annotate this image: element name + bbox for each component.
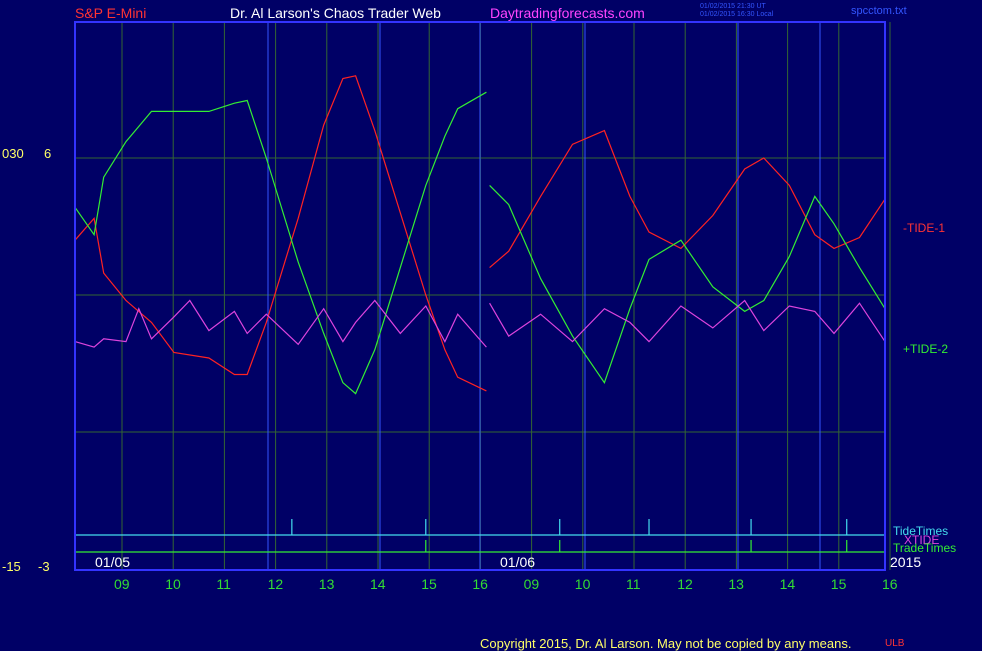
timestamp-local: 01/02/2015 16:30 Local	[700, 11, 774, 18]
x-tick-label: 15	[830, 576, 847, 592]
data-file-name: spcctom.txt	[851, 5, 907, 17]
series-line-tide1	[489, 129, 886, 269]
y-label-bottom-left: -15	[2, 559, 21, 574]
x-tick-label: 14	[779, 576, 796, 592]
series-line-tide2	[489, 184, 886, 385]
plot-frame	[74, 21, 886, 571]
x-tick-label: 11	[216, 576, 231, 592]
grid	[75, 22, 891, 570]
x-tick-label: 13	[318, 576, 335, 592]
date-label-day1: 01/05	[95, 554, 131, 570]
y-label-bottom-right: -3	[38, 559, 50, 574]
series-line-xtide	[74, 299, 487, 348]
site-url[interactable]: Daytradingforecasts.com	[490, 5, 645, 21]
y-label-top-right: 6	[44, 146, 52, 161]
x-tick-label: 12	[677, 576, 693, 592]
x-tick-label: 12	[267, 576, 284, 592]
legend-tide1: -TIDE-1	[903, 221, 945, 235]
x-tick-label: 11	[626, 576, 641, 592]
x-tick-label: 09	[114, 576, 130, 592]
x-tick-label: 09	[523, 576, 540, 592]
symbol-title: S&P E-Mini	[75, 5, 147, 21]
x-tick-label: 10	[165, 576, 181, 592]
series-line-xtide	[489, 299, 886, 343]
site-title: Dr. Al Larson's Chaos Trader Web	[230, 5, 441, 21]
series-lines	[74, 75, 886, 395]
session-dividers	[267, 22, 821, 570]
legend-tidetimes: TideTimes	[893, 524, 949, 538]
x-tick-label: 10	[574, 576, 591, 592]
legend-xtide: XTIDE	[904, 533, 940, 547]
date-label-day2: 01/06	[500, 554, 536, 570]
x-tick-label: 13	[728, 576, 744, 592]
legend-tide2: +TIDE-2	[903, 342, 949, 356]
x-tick-label: 15	[421, 576, 437, 592]
legend-tradetimes: TradeTimes	[893, 541, 957, 555]
series-line-tide2	[74, 91, 487, 395]
x-tick-label: 16	[882, 576, 898, 592]
footer-tag: ULB	[885, 638, 905, 649]
copyright-notice: Copyright 2015, Dr. Al Larson. May not b…	[480, 636, 852, 651]
series-line-tide1	[74, 75, 487, 392]
x-tick-label: 16	[472, 576, 488, 592]
x-tick-label: 14	[370, 576, 386, 592]
bottom-lines	[75, 519, 885, 553]
y-label-top-left: 030	[2, 146, 24, 161]
year-label: 2015	[890, 554, 922, 570]
timestamp-ut: 01/02/2015 21:30 UT	[700, 3, 766, 10]
